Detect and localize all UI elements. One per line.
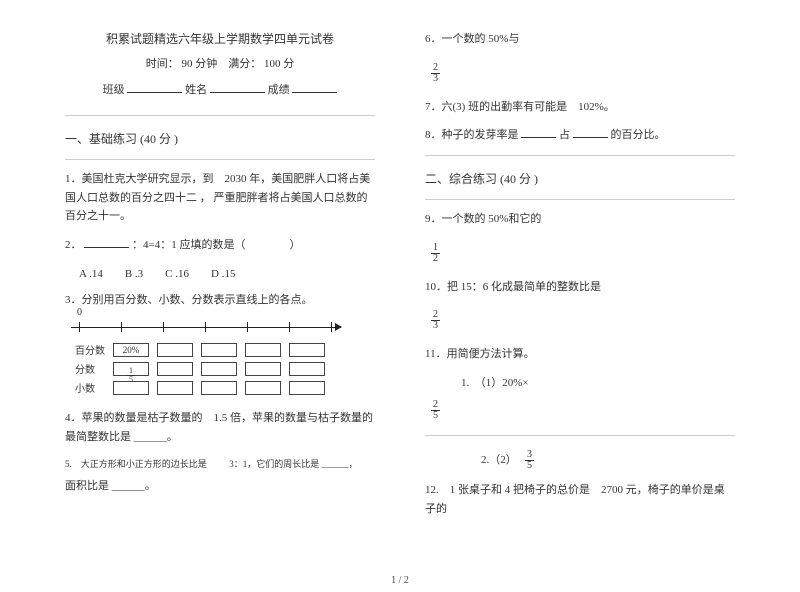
divider bbox=[425, 155, 735, 156]
fraction-cell bbox=[201, 362, 237, 376]
question-2-choices: A .14 B .3 C .16 D .15 bbox=[65, 265, 375, 281]
tick bbox=[247, 322, 248, 332]
row-label-percent: 百分数 bbox=[71, 340, 109, 359]
percent-cell bbox=[245, 343, 281, 357]
decimal-cell bbox=[201, 381, 237, 395]
tick bbox=[205, 322, 206, 332]
row-label-decimal: 小数 bbox=[71, 378, 109, 397]
tick bbox=[163, 322, 164, 332]
time-label: 时间： bbox=[146, 58, 179, 70]
q2-prefix: 2． bbox=[65, 239, 82, 251]
question-12: 12. 1 张桌子和 4 把椅子的总价是 2700 元，椅子的单价是桌子的 bbox=[425, 481, 735, 518]
student-info-line: 班级 姓名 成绩 bbox=[65, 81, 375, 97]
table-row: 分数 15 bbox=[71, 359, 329, 378]
class-blank bbox=[127, 81, 182, 93]
fraction-cell: 15 bbox=[113, 362, 149, 376]
percent-cell bbox=[289, 343, 325, 357]
percent-cell: 20% bbox=[113, 343, 149, 357]
representation-table: 百分数 20% 分数 15 小数 bbox=[71, 340, 329, 397]
q11-2-label: 2.（2） bbox=[481, 454, 517, 466]
number-line: 0 bbox=[71, 319, 341, 337]
question-11-2: 2.（2） 35 bbox=[425, 446, 735, 475]
question-2: 2． ：4=4：1 应填的数是（ ） bbox=[65, 236, 375, 255]
q8-blank-1 bbox=[521, 126, 556, 138]
page-footer: 1 / 2 bbox=[0, 575, 800, 586]
question-10: 10．把 15：6 化成最简单的整数比是 bbox=[425, 278, 735, 297]
question-8: 8．种子的发芽率是 占 的百分比。 bbox=[425, 126, 735, 145]
q2-body: ：4=4：1 应填的数是（ ） bbox=[132, 239, 300, 251]
score-label: 成绩 bbox=[268, 84, 290, 96]
zero-label: 0 bbox=[77, 307, 82, 318]
tick bbox=[331, 322, 332, 332]
decimal-cell bbox=[245, 381, 281, 395]
q2-blank bbox=[84, 236, 129, 248]
time-value: 90 分钟 bbox=[182, 58, 218, 70]
page-container: 积累试题精选六年级上学期数学四单元试卷 时间： 90 分钟 满分： 100 分 … bbox=[0, 0, 800, 560]
q5-part-a: 5. 大正方形和小正方形的边长比是 bbox=[65, 459, 207, 469]
question-7: 7．六(3) 班的出勤率有可能是 102%。 bbox=[425, 98, 735, 117]
class-label: 班级 bbox=[103, 84, 125, 96]
q11-1-fraction: 25 bbox=[425, 396, 735, 425]
table-row: 百分数 20% bbox=[71, 340, 329, 359]
arrow-icon bbox=[335, 323, 342, 331]
q8-c: 的百分比。 bbox=[611, 129, 666, 141]
question-5: 5. 大正方形和小正方形的边长比是 3：1，它们的周长比是 ______， bbox=[65, 457, 375, 471]
full-value: 100 分 bbox=[264, 58, 294, 70]
right-column: 6．一个数的 50%与 23 7．六(3) 班的出勤率有可能是 102%。 8．… bbox=[400, 30, 750, 550]
question-5-cont: 面积比是 ______。 bbox=[65, 477, 375, 496]
fraction-cell bbox=[289, 362, 325, 376]
fraction-cell bbox=[245, 362, 281, 376]
exam-title: 积累试题精选六年级上学期数学四单元试卷 bbox=[65, 30, 375, 47]
divider bbox=[425, 199, 735, 200]
name-blank bbox=[210, 81, 265, 93]
question-6: 6．一个数的 50%与 bbox=[425, 30, 735, 49]
tick bbox=[121, 322, 122, 332]
table-row: 小数 bbox=[71, 378, 329, 397]
q8-a: 8．种子的发芽率是 bbox=[425, 129, 519, 141]
divider bbox=[425, 435, 735, 436]
section-2-title: 二、综合练习 (40 分 ) bbox=[425, 170, 735, 187]
q8-blank-2 bbox=[573, 126, 608, 138]
tick bbox=[289, 322, 290, 332]
section-1-title: 一、基础练习 (40 分 ) bbox=[65, 130, 375, 147]
q5-part-b: 3：1，它们的周长比是 ______， bbox=[229, 459, 357, 469]
left-column: 积累试题精选六年级上学期数学四单元试卷 时间： 90 分钟 满分： 100 分 … bbox=[50, 30, 400, 550]
question-1: 1．美国杜克大学研究显示，到 2030 年，美国肥胖人口将占美国人口总数的百分之… bbox=[65, 170, 375, 226]
divider bbox=[65, 159, 375, 160]
q8-b: 占 bbox=[559, 129, 570, 141]
decimal-cell bbox=[157, 381, 193, 395]
exam-subtitle: 时间： 90 分钟 满分： 100 分 bbox=[65, 55, 375, 71]
q10-fraction: 23 bbox=[425, 306, 735, 335]
question-11-1: 1. （1）20%× bbox=[425, 374, 735, 390]
number-line-figure: 0 百分数 20% bbox=[71, 319, 375, 397]
score-blank bbox=[292, 81, 337, 93]
q11-2-fraction: 35 bbox=[525, 450, 534, 471]
number-line-base bbox=[71, 327, 341, 328]
question-3: 3．分别用百分数、小数、分数表示直线上的各点。 bbox=[65, 291, 375, 310]
decimal-cell bbox=[113, 381, 149, 395]
question-11: 11．用简便方法计算。 bbox=[425, 345, 735, 364]
question-9: 9．一个数的 50%和它的 bbox=[425, 210, 735, 229]
q6-fraction: 23 bbox=[425, 59, 735, 88]
name-label: 姓名 bbox=[185, 84, 207, 96]
divider bbox=[65, 115, 375, 116]
row-label-fraction: 分数 bbox=[71, 359, 109, 378]
decimal-cell bbox=[289, 381, 325, 395]
full-label: 满分： bbox=[228, 58, 261, 70]
percent-cell bbox=[157, 343, 193, 357]
q9-fraction: 12 bbox=[425, 239, 735, 268]
fraction-cell bbox=[157, 362, 193, 376]
percent-cell bbox=[201, 343, 237, 357]
question-4: 4．苹果的数量是枯子数量的 1.5 倍，苹果的数量与枯子数量的最简整数比是 __… bbox=[65, 409, 375, 446]
tick bbox=[79, 322, 80, 332]
